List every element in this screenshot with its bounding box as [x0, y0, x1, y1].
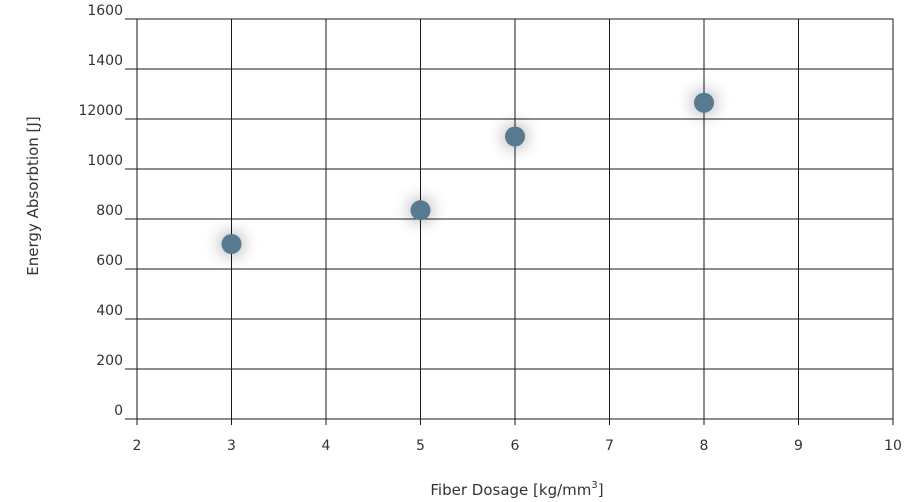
x-tick-label: 8: [700, 438, 709, 454]
grid-lines: [136, 18, 894, 420]
y-tick-label: 200: [96, 353, 123, 369]
data-point: [505, 126, 525, 147]
x-axis-label-suffix: ]: [598, 481, 604, 499]
x-tick-label: 4: [322, 438, 331, 454]
y-tick-label: 600: [96, 253, 123, 269]
data-point: [221, 234, 242, 254]
data-point: [694, 92, 714, 113]
x-tick-label: 3: [227, 438, 236, 454]
data-point: [410, 200, 431, 221]
y-tick-label: 1600: [87, 3, 123, 19]
y-tick-label: 400: [96, 303, 123, 319]
x-tick-label: 10: [884, 438, 902, 454]
y-tick-label: 800: [96, 203, 123, 219]
x-tick-label: 7: [605, 438, 614, 454]
x-tick-label: 5: [416, 438, 425, 454]
y-tick-label: 0: [114, 403, 123, 419]
y-tick-label: 1400: [87, 53, 123, 69]
x-axis-label-text: Fiber Dosage [kg/mm: [430, 481, 591, 499]
y-axis-ticks: 0 200 400 600 800 1000 12000 1400 1600: [78, 3, 137, 420]
x-tick-label: 2: [133, 438, 142, 454]
y-tick-label: 1000: [87, 153, 123, 169]
x-tick-label: 6: [511, 438, 520, 454]
x-axis-ticks: 2 3 4 5 6 7 8 9 10: [133, 419, 902, 454]
data-points: [221, 92, 714, 254]
y-axis-label: Energy Absorbtion [J]: [24, 116, 42, 275]
x-axis-label: Fiber Dosage [kg/mm3]: [430, 480, 603, 499]
x-tick-label: 9: [794, 438, 803, 454]
y-tick-label: 12000: [78, 103, 123, 119]
x-axis-label-superscript: 3: [591, 480, 597, 491]
